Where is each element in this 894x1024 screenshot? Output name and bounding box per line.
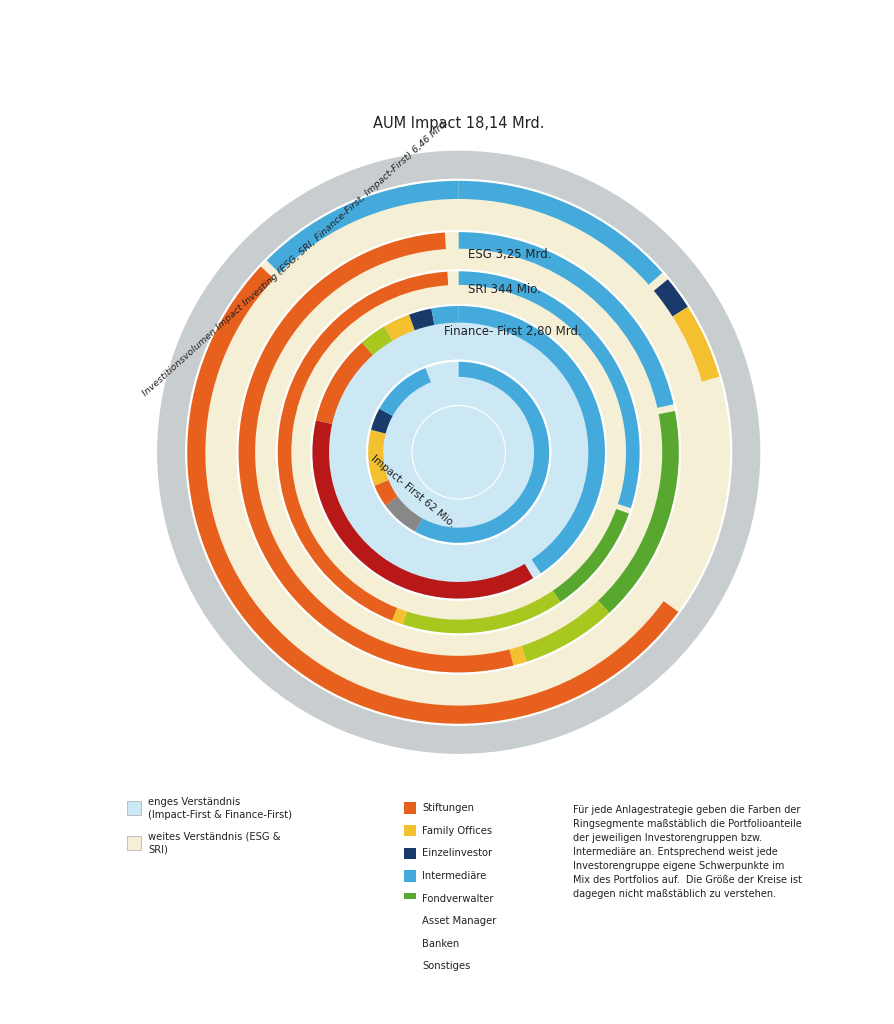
Wedge shape bbox=[458, 306, 604, 573]
Wedge shape bbox=[239, 232, 678, 673]
Wedge shape bbox=[367, 361, 549, 543]
Text: Impact- First 62 Mio.: Impact- First 62 Mio. bbox=[368, 453, 456, 529]
Bar bbox=[404, 915, 416, 927]
Wedge shape bbox=[187, 266, 678, 724]
Text: Intermediäre: Intermediäre bbox=[421, 871, 485, 881]
Wedge shape bbox=[458, 232, 673, 408]
Text: SRI 344 Mio.: SRI 344 Mio. bbox=[468, 283, 540, 296]
Text: Einzelinvestor: Einzelinvestor bbox=[421, 848, 492, 858]
Wedge shape bbox=[379, 369, 430, 416]
Text: Für jede Anlagestrategie geben die Farben der
Ringsegmente maßstäblich die Portf: Für jede Anlagestrategie geben die Farbe… bbox=[573, 805, 801, 899]
Text: Fondverwalter: Fondverwalter bbox=[421, 894, 493, 903]
Wedge shape bbox=[367, 430, 388, 485]
Wedge shape bbox=[409, 308, 434, 331]
Wedge shape bbox=[187, 181, 730, 724]
Wedge shape bbox=[402, 591, 560, 633]
Wedge shape bbox=[186, 179, 730, 725]
Wedge shape bbox=[266, 181, 458, 273]
Wedge shape bbox=[371, 409, 392, 433]
Text: Sonstiges: Sonstiges bbox=[421, 962, 469, 972]
Text: ESG 3,25 Mrd.: ESG 3,25 Mrd. bbox=[468, 248, 551, 261]
Wedge shape bbox=[654, 280, 687, 316]
Text: enges Verständnis
(Impact-First & Finance-First): enges Verständnis (Impact-First & Financ… bbox=[148, 797, 291, 820]
Text: Family Offices: Family Offices bbox=[421, 825, 492, 836]
Wedge shape bbox=[597, 411, 678, 612]
Bar bbox=[404, 848, 416, 859]
Wedge shape bbox=[384, 314, 414, 341]
Wedge shape bbox=[458, 271, 639, 508]
Text: Investitionsvolumen Impact Investing (ESG, SRI, Finance-First, Impact-First) 6,4: Investitionsvolumen Impact Investing (ES… bbox=[141, 119, 450, 398]
Wedge shape bbox=[392, 608, 407, 625]
Wedge shape bbox=[277, 271, 639, 633]
Wedge shape bbox=[552, 509, 628, 602]
Wedge shape bbox=[239, 232, 513, 673]
Wedge shape bbox=[316, 343, 373, 424]
Text: Finance- First 2,80 Mrd.: Finance- First 2,80 Mrd. bbox=[443, 326, 581, 338]
Wedge shape bbox=[411, 406, 505, 499]
Wedge shape bbox=[671, 307, 719, 382]
Bar bbox=[404, 961, 416, 972]
Wedge shape bbox=[157, 151, 759, 754]
Wedge shape bbox=[431, 306, 459, 325]
Wedge shape bbox=[277, 271, 448, 621]
Bar bbox=[404, 870, 416, 882]
Wedge shape bbox=[361, 327, 392, 355]
Bar bbox=[127, 836, 140, 850]
Wedge shape bbox=[375, 480, 397, 506]
Bar bbox=[404, 803, 416, 814]
Bar bbox=[404, 938, 416, 949]
Wedge shape bbox=[521, 601, 609, 662]
Bar bbox=[404, 825, 416, 837]
Text: weites Verständnis (ESG &
SRI): weites Verständnis (ESG & SRI) bbox=[148, 831, 281, 854]
Bar bbox=[127, 802, 140, 815]
Text: Asset Manager: Asset Manager bbox=[421, 916, 495, 927]
Wedge shape bbox=[312, 421, 533, 599]
Text: AUM Impact 18,14 Mrd.: AUM Impact 18,14 Mrd. bbox=[373, 116, 544, 131]
Wedge shape bbox=[458, 181, 662, 285]
Text: Stiftungen: Stiftungen bbox=[421, 803, 473, 813]
Bar bbox=[404, 893, 416, 904]
Wedge shape bbox=[415, 361, 549, 543]
Wedge shape bbox=[385, 497, 422, 531]
Wedge shape bbox=[312, 306, 604, 599]
Wedge shape bbox=[509, 646, 527, 666]
Text: Banken: Banken bbox=[421, 939, 459, 949]
